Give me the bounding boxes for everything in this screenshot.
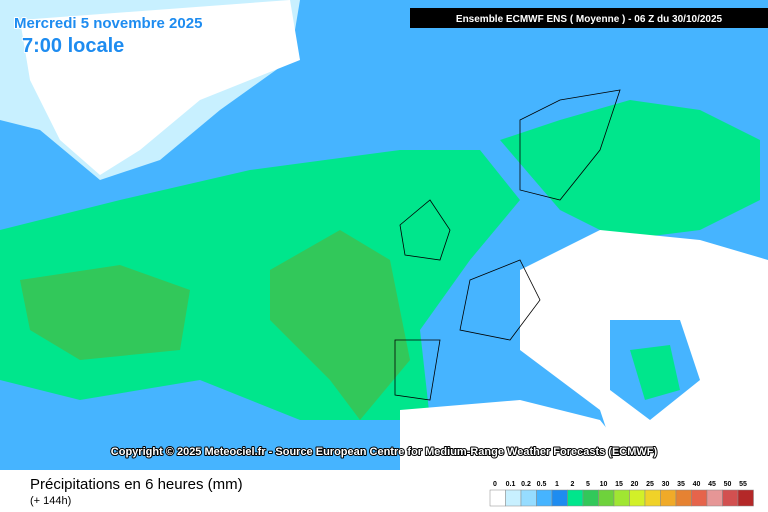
- legend-tick: 50: [724, 481, 732, 488]
- africa-dry: [400, 400, 640, 470]
- legend-swatch: [675, 489, 692, 507]
- legend-subtitle: (+ 144h): [30, 495, 71, 507]
- legend-tick: 35: [677, 481, 685, 488]
- scandinavia-rain: [500, 100, 760, 240]
- legend-title: Précipitations en 6 heures (mm): [30, 476, 243, 493]
- legend-tick: 0.1: [506, 481, 516, 488]
- model-box: [410, 8, 768, 28]
- legend-swatch: [489, 489, 506, 507]
- legend-swatch: [660, 489, 677, 507]
- legend-swatch: [505, 489, 522, 507]
- legend-tick: 5: [586, 481, 590, 488]
- legend-swatch: [551, 489, 568, 507]
- legend-swatch: [722, 489, 739, 507]
- legend-tick: 15: [615, 481, 623, 488]
- legend-swatch: [629, 489, 646, 507]
- legend-tick: 45: [708, 481, 716, 488]
- copyright: Copyright © 2025 Meteociel.fr - Source E…: [111, 446, 658, 458]
- legend-swatch: [706, 489, 723, 507]
- legend-tick: 20: [631, 481, 639, 488]
- legend-tick: 1: [555, 481, 559, 488]
- time-label: 7:00 locale: [22, 35, 124, 57]
- legend-tick: 30: [662, 481, 670, 488]
- legend-tick: 0.2: [521, 481, 531, 488]
- greenland-dry: [20, 0, 300, 175]
- legend-swatch: [582, 489, 599, 507]
- legend-swatch: [536, 489, 553, 507]
- legend-swatch: [598, 489, 615, 507]
- legend-swatch: [567, 489, 584, 507]
- legend-tick: 2: [571, 481, 575, 488]
- legend-tick: 10: [600, 481, 608, 488]
- date-label: Mercredi 5 novembre 2025: [14, 15, 202, 32]
- legend-swatch: [520, 489, 537, 507]
- legend-tick: 40: [693, 481, 701, 488]
- legend-tick: 55: [739, 481, 747, 488]
- legend-tick: 0: [493, 481, 497, 488]
- legend-swatch: [691, 489, 708, 507]
- legend-tick: 0.5: [537, 481, 547, 488]
- coastlines: [394, 89, 621, 401]
- legend-tick: 25: [646, 481, 654, 488]
- model-label: Ensemble ECMWF ENS ( Moyenne ) - 06 Z du…: [456, 14, 723, 25]
- legend-swatch: [644, 489, 661, 507]
- greece-rain: [630, 345, 680, 400]
- legend-swatch: [737, 489, 754, 507]
- legend-swatch: [613, 489, 630, 507]
- rain-core-east: [270, 230, 410, 420]
- rain-core-west: [20, 265, 190, 360]
- legend: 0 0.1 0.2 0.5 1 2 5 10 15 20 25 30 35 40 45 50 55: [489, 481, 754, 507]
